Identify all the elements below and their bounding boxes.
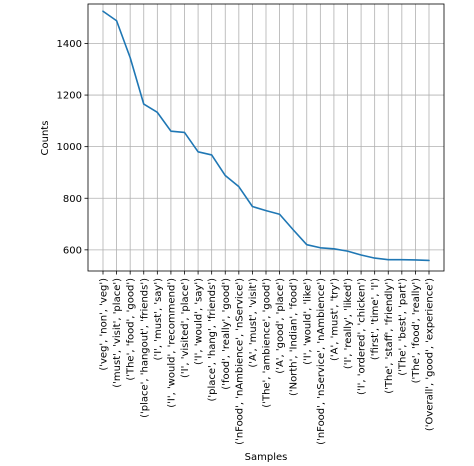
data-point: [184, 131, 186, 133]
x-tick-label: ('I', 'ordered', 'chicken'): [357, 278, 368, 395]
x-tick-label: ('must', 'visit', 'place'): [112, 278, 123, 388]
x-tick-label: ('The', 'food', 'good'): [126, 278, 137, 381]
data-point: [102, 10, 104, 12]
data-point: [156, 111, 158, 113]
x-tick-label: ('The', 'staff', 'friendly'): [384, 278, 395, 394]
x-tick-label: ('I', 'would', 'say'): [194, 278, 205, 365]
grid-lines: [88, 4, 444, 271]
x-axis-ticks: ('veg', 'non', 'veg') ('must', 'visit', '…: [99, 271, 436, 445]
x-tick-label: ('The', 'food', 'really'): [411, 278, 422, 383]
x-tick-label: ('I', 'really', 'liked'): [343, 278, 354, 369]
series-line: [102, 10, 430, 262]
x-tick-label: ('nFood', 'nAmbience', 'nService'): [234, 278, 245, 445]
x-axis-label: Samples: [245, 452, 288, 463]
data-point: [360, 254, 362, 256]
data-point: [428, 259, 430, 261]
x-tick-label: ('A', 'must', 'visit'): [248, 278, 259, 368]
y-tick-label: 800: [63, 194, 82, 205]
x-tick-label: ('The', 'best', 'part'): [397, 278, 408, 376]
data-point: [197, 151, 199, 153]
data-point: [143, 103, 145, 105]
data-point: [319, 247, 321, 249]
y-tick-label: 1200: [57, 91, 82, 102]
data-point: [129, 57, 131, 59]
data-point: [251, 206, 253, 208]
x-tick-label: ('North', 'Indian', 'food'): [289, 278, 300, 396]
x-tick-label: ('I', 'would', 'recommend'): [166, 278, 177, 408]
data-point: [387, 259, 389, 261]
data-point: [401, 259, 403, 261]
y-axis-label: Counts: [40, 121, 51, 156]
x-tick-label: ('place', 'hang', 'friends'): [207, 278, 218, 402]
x-tick-label: ('I', 'visited', 'place'): [180, 278, 191, 378]
x-tick-label: ('I', 'must', 'say'): [153, 278, 164, 361]
data-point: [306, 244, 308, 246]
data-point: [292, 229, 294, 231]
data-point: [211, 154, 213, 156]
x-tick-label: ('The', 'ambience', 'good'): [262, 278, 273, 408]
x-tick-label: ('Overall', 'good', 'experience'): [425, 278, 436, 431]
data-point: [279, 213, 281, 215]
x-tick-label: ('I', 'would', 'like'): [302, 278, 313, 365]
x-tick-label: ('first', 'time', 'I'): [370, 278, 381, 360]
data-point: [333, 248, 335, 250]
y-axis-ticks: 600 800 1000 1200 1400: [57, 39, 88, 256]
data-point: [265, 210, 267, 212]
y-tick-label: 600: [63, 245, 82, 256]
y-tick-label: 1000: [57, 142, 82, 153]
x-tick-label: ('A', 'good', 'place'): [275, 278, 286, 374]
data-point: [347, 250, 349, 252]
data-point: [414, 259, 416, 261]
x-tick-label: ('veg', 'non', 'veg'): [99, 278, 110, 371]
data-point: [116, 20, 118, 22]
x-tick-label: ('nFood', 'nService', 'nAmbience'): [316, 278, 327, 445]
x-tick-label: ('food', 'really', 'good'): [221, 278, 232, 390]
data-point: [224, 175, 226, 177]
data-point: [374, 257, 376, 259]
x-tick-label: ('A', 'must', 'try'): [329, 278, 340, 361]
data-point: [170, 130, 172, 132]
x-tick-label: ('place', 'hangout', 'friends'): [139, 278, 150, 418]
y-tick-label: 1400: [57, 39, 82, 50]
data-point: [238, 186, 240, 188]
